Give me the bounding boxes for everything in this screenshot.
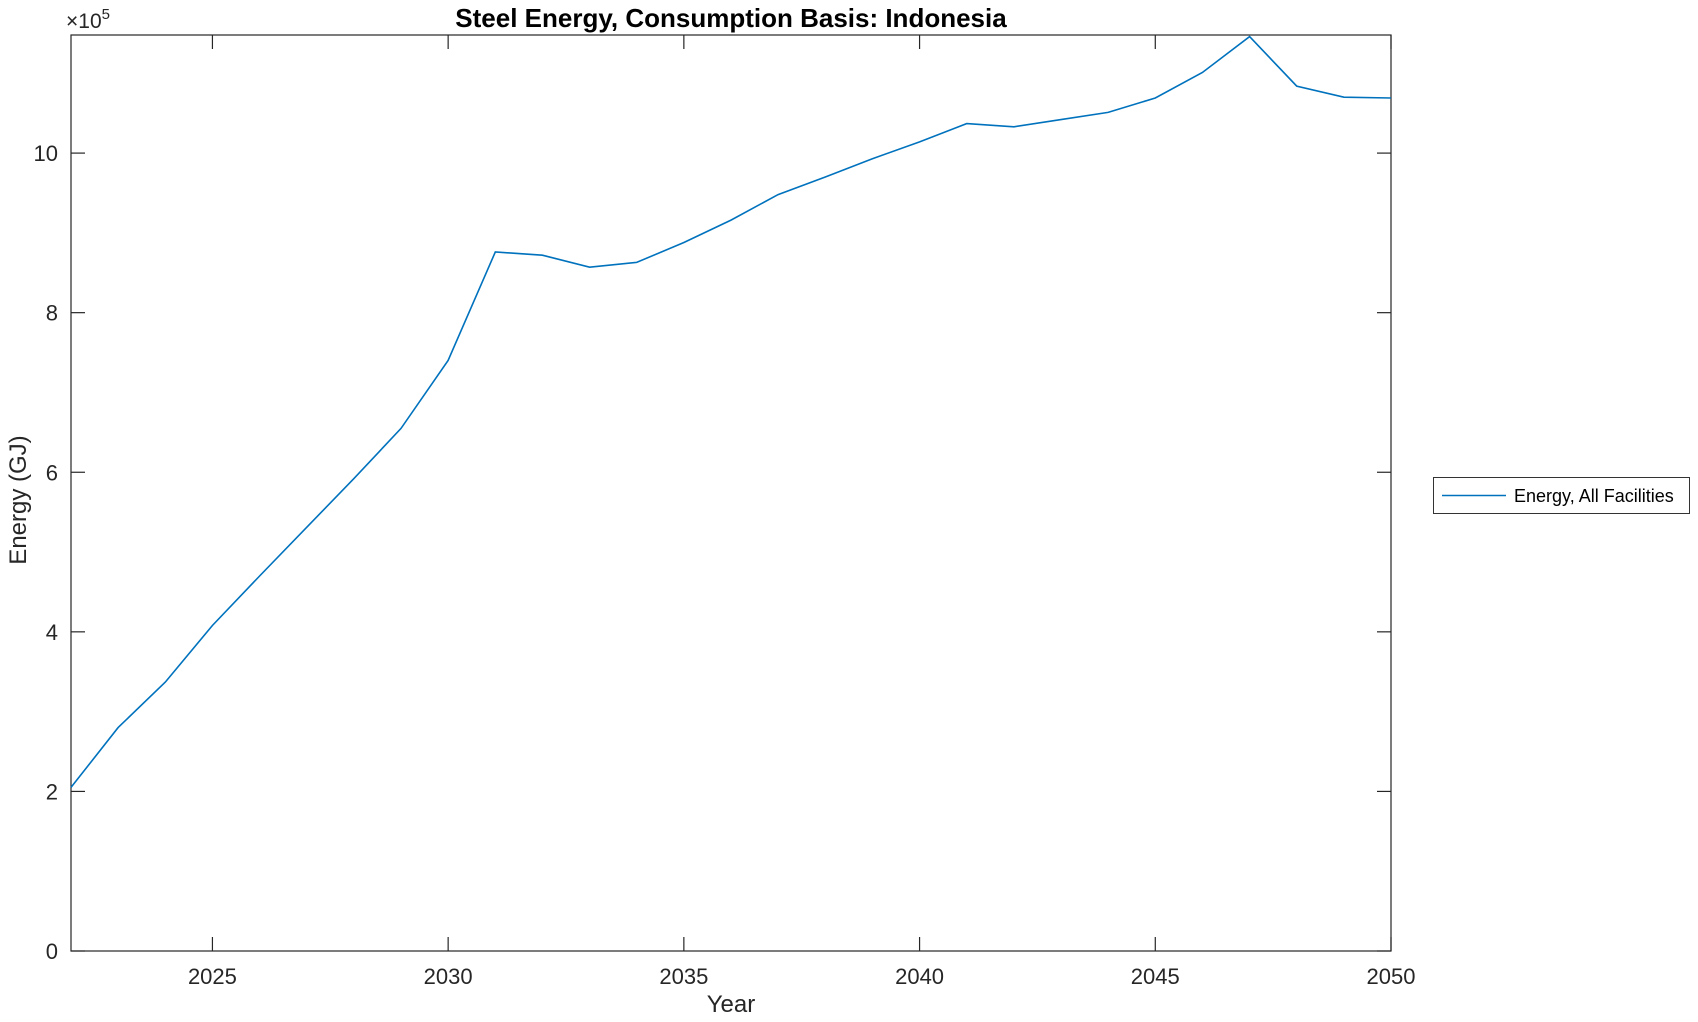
x-axis-label: Year (707, 991, 756, 1018)
x-tick-label: 2035 (659, 964, 708, 989)
y-axis-label: Energy (GJ) (5, 435, 32, 564)
axes: 2025 2030 2035 2040 2045 2050 0 2 4 6 8 10 (34, 34, 1416, 989)
x-tick-label: 2040 (895, 964, 944, 989)
y-axis-exponent: ×105 (66, 6, 110, 33)
exponent-power: 5 (102, 6, 110, 23)
legend-label: Energy, All Facilities (1514, 486, 1674, 506)
y-tick-label: 10 (34, 141, 58, 166)
legend: Energy, All Facilities (1433, 477, 1690, 514)
y-tick-label: 2 (46, 779, 58, 804)
x-tick-label: 2045 (1131, 964, 1180, 989)
plot-box (70, 34, 1392, 952)
x-tick-label: 2050 (1367, 964, 1416, 989)
x-tick-label: 2030 (424, 964, 473, 989)
y-tick-label: 8 (46, 301, 58, 326)
y-tick-label: 4 (46, 620, 58, 645)
y-tick-label: 6 (46, 460, 58, 485)
x-tick-label: 2025 (188, 964, 237, 989)
chart-title: Steel Energy, Consumption Basis: Indones… (455, 3, 1007, 33)
exponent-mantissa: ×10 (66, 10, 102, 33)
y-tick-label: 0 (46, 939, 58, 964)
energy-line (70, 35, 1392, 788)
